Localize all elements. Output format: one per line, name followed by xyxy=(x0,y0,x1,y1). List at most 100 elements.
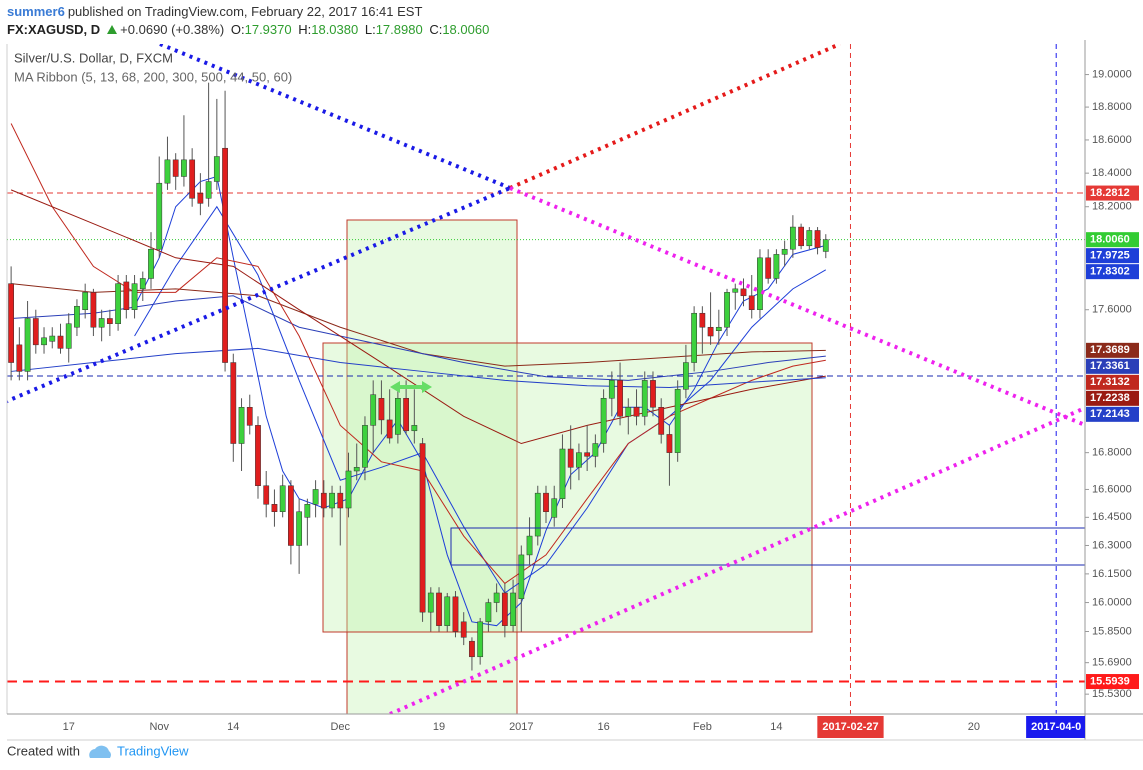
candle-body xyxy=(724,292,730,328)
ma-line xyxy=(134,175,826,627)
y-tick-label: 18.4000 xyxy=(1092,167,1132,179)
ohlc-value: 18.0380 xyxy=(311,22,359,37)
x-tick-label: 20 xyxy=(968,721,980,733)
candle-body xyxy=(57,335,64,349)
x-tick-label: Nov xyxy=(149,721,169,733)
candle-body xyxy=(559,448,566,499)
y-tick-label: 16.8000 xyxy=(1092,447,1132,459)
price-label: 18.2812 xyxy=(1090,187,1130,199)
candle-body xyxy=(263,485,270,505)
indicator-legend: MA Ribbon (5, 13, 68, 200, 300, 500, 44,… xyxy=(14,69,292,84)
candle-body xyxy=(271,504,278,512)
candle-body xyxy=(172,159,179,177)
candle-body xyxy=(691,312,698,363)
candle-body xyxy=(320,492,327,509)
trend-line xyxy=(389,406,1085,714)
price-label: 17.8302 xyxy=(1090,266,1130,278)
candle-body xyxy=(510,592,516,626)
y-tick-label: 18.8000 xyxy=(1092,101,1132,113)
candle-body xyxy=(707,326,714,337)
footer-text: Created with xyxy=(7,743,80,758)
symbol-legend: Silver/U.S. Dollar, D, FXCM xyxy=(14,50,173,65)
price-label: 17.3361 xyxy=(1090,360,1130,372)
ohlc-key: O: xyxy=(230,22,245,37)
y-tick-label: 15.8500 xyxy=(1092,625,1132,637)
price-label-box xyxy=(1086,390,1139,406)
candle-body xyxy=(345,470,352,509)
candle-body xyxy=(543,492,549,512)
candle-body xyxy=(526,535,533,556)
candle-body xyxy=(781,248,788,255)
candle-body xyxy=(534,492,541,537)
candle-body xyxy=(822,239,829,252)
brand-link[interactable]: TradingView xyxy=(117,743,189,758)
candle-body xyxy=(427,592,434,613)
drawings-front xyxy=(7,44,1085,714)
y-tick-label: 18.6000 xyxy=(1092,134,1132,146)
candle-body xyxy=(419,443,426,613)
candle-body xyxy=(584,452,591,457)
candle-body xyxy=(82,292,89,310)
candle-body xyxy=(411,425,418,432)
price-label: 17.9725 xyxy=(1090,250,1130,262)
x-tick-label: 2017 xyxy=(509,721,533,733)
candle-body xyxy=(98,318,105,328)
up-icon xyxy=(107,25,118,34)
author[interactable]: summer6 xyxy=(7,4,65,19)
candle-body xyxy=(230,362,237,444)
price-label-box xyxy=(1086,358,1139,374)
x-tick-highlight xyxy=(1026,716,1085,738)
candle-body xyxy=(806,230,813,247)
candle-body xyxy=(370,394,377,426)
candle-body xyxy=(238,407,245,444)
y-tick-label: 16.1500 xyxy=(1092,568,1132,580)
price-label: 17.2238 xyxy=(1090,392,1130,404)
candle-body xyxy=(518,554,525,599)
candle-body xyxy=(666,434,673,453)
candle-body xyxy=(551,498,558,518)
candle-body xyxy=(181,159,187,177)
x-tick-label: 14 xyxy=(227,721,239,733)
candle-body xyxy=(337,492,344,509)
candle-body xyxy=(748,295,755,310)
y-tick-label: 16.4500 xyxy=(1092,511,1132,523)
ohlc-key: H: xyxy=(298,22,312,37)
candle-body xyxy=(362,425,368,468)
y-tick-label: 18.2000 xyxy=(1092,201,1132,213)
candle-body xyxy=(576,452,582,468)
candle-body xyxy=(765,257,772,279)
candle-body xyxy=(189,159,196,199)
candle-body xyxy=(493,592,500,603)
price-label: 18.0060 xyxy=(1090,234,1130,246)
price-label-box xyxy=(1086,232,1139,248)
ohlc-value: 17.9370 xyxy=(244,22,292,37)
candle-body xyxy=(304,504,311,518)
price-label: 15.5939 xyxy=(1090,675,1130,687)
candle-body xyxy=(329,492,335,509)
symbol: FX:XAGUSD, D xyxy=(7,22,101,37)
y-tick-label: 15.6900 xyxy=(1092,657,1132,669)
candle-body xyxy=(683,362,689,390)
candle-body xyxy=(567,448,574,468)
candle-body xyxy=(608,380,615,399)
candle-body xyxy=(123,281,130,310)
price-label-box xyxy=(1086,406,1139,422)
candle-body xyxy=(625,407,632,417)
drawings-back xyxy=(7,219,1085,714)
ma-line xyxy=(11,295,826,381)
candle-body xyxy=(798,226,804,247)
trend-line xyxy=(509,44,841,190)
published-info: published on TradingView.com, February 2… xyxy=(67,4,423,19)
candle-body xyxy=(131,283,138,310)
x-tick-label: 2017-04-0 xyxy=(1031,721,1081,733)
x-tick-label: 19 xyxy=(433,721,445,733)
candle-body xyxy=(90,292,97,328)
x-tick-label: Feb xyxy=(693,721,712,733)
y-tick-label: 15.5300 xyxy=(1092,688,1132,700)
candle-body xyxy=(699,312,706,328)
price-label-box xyxy=(1086,674,1139,690)
candle-body xyxy=(279,485,286,512)
price-axis: 19.0000 18.8000 18.6000 18.4000 18.2000 17.60… xyxy=(1085,68,1132,700)
quote-line: FX:XAGUSD, D +0.0690 (+0.38%) O:17.9370 H… xyxy=(7,21,492,39)
candle-body xyxy=(436,592,442,626)
